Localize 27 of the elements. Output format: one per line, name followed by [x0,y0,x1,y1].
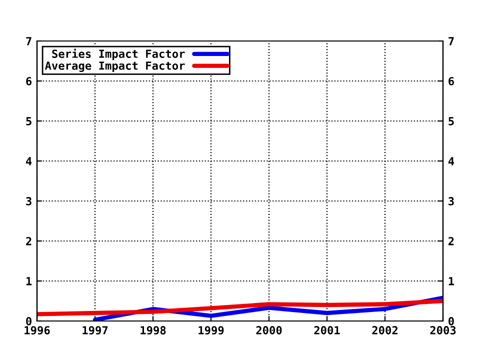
x-tick-label: 2001 [314,326,340,334]
y-tick-label: 1 [26,277,32,286]
legend-label: Average Impact Factor [44,62,185,72]
x-tick-label: 1996 [24,326,50,335]
legend-label: Series Impact Factor [52,48,185,60]
x-tick-label: 2002 [372,326,398,334]
y-tick-label: 4 [26,157,32,166]
x-tick-label: 2003 [430,326,456,334]
y-tick-label: 3 [26,196,32,206]
y2-tick-label: 0 [448,316,454,326]
x-tick-label: 1997 [82,326,108,335]
y-tick-label: 7 [26,37,32,46]
y-tick-label: 2 [26,236,32,246]
y2-tick-label: 4 [448,157,454,166]
x-tick-label: 2000 [256,326,282,334]
y2-tick-label: 2 [448,236,454,246]
x-tick-label: 1998 [140,326,166,335]
x-tick-label: 1999 [198,326,224,335]
y2-tick-label: 5 [448,117,454,126]
y-tick-label: 0 [26,316,32,326]
y-tick-label: 5 [26,117,32,126]
y2-tick-label: 1 [448,277,454,286]
y2-tick-label: 7 [448,37,454,46]
y-tick-label: 6 [26,76,32,86]
line-series [37,298,443,316]
y2-tick-label: 3 [448,196,454,206]
y2-tick-label: 6 [448,76,454,86]
